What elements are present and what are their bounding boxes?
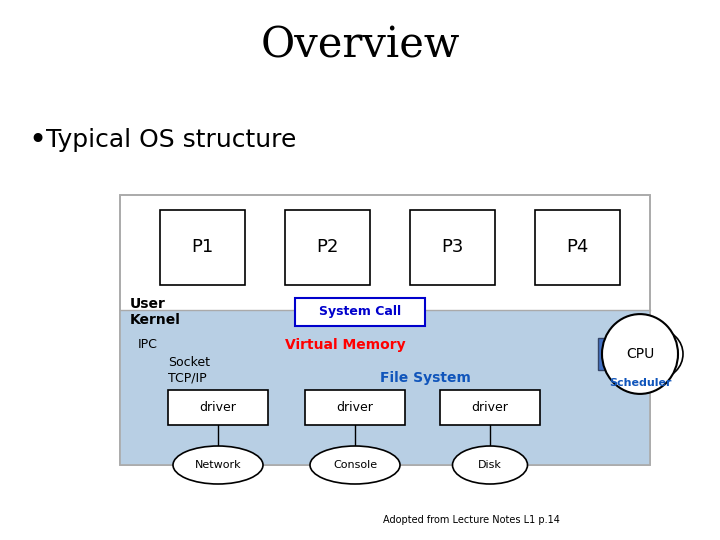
Text: Typical OS structure: Typical OS structure	[46, 128, 297, 152]
Text: Scheduler: Scheduler	[608, 378, 671, 388]
Text: TCP/IP: TCP/IP	[168, 372, 207, 384]
Ellipse shape	[602, 314, 678, 394]
Text: Kernel: Kernel	[130, 313, 181, 327]
Text: IPC: IPC	[138, 339, 158, 352]
Text: Adopted from Lecture Notes L1 p.14: Adopted from Lecture Notes L1 p.14	[383, 515, 560, 525]
Bar	[305, 390, 405, 425]
Text: Disk: Disk	[478, 460, 502, 470]
Ellipse shape	[635, 330, 683, 378]
Bar	[160, 210, 245, 285]
Bar	[120, 195, 650, 465]
Bar	[120, 310, 650, 465]
Ellipse shape	[452, 446, 528, 484]
Bar	[598, 338, 626, 370]
Text: driver: driver	[472, 401, 508, 414]
Bar	[440, 390, 540, 425]
Bar	[168, 390, 268, 425]
Bar	[295, 298, 425, 326]
Text: Network: Network	[194, 460, 241, 470]
Bar	[410, 210, 495, 285]
Bar	[622, 338, 650, 370]
Bar	[120, 195, 650, 465]
Text: Overview: Overview	[261, 24, 459, 66]
Text: Socket: Socket	[168, 355, 210, 368]
Text: P3: P3	[441, 239, 464, 256]
Text: Virtual Memory: Virtual Memory	[285, 338, 405, 352]
Text: P1: P1	[192, 239, 214, 256]
Text: P4: P4	[567, 239, 589, 256]
Text: •: •	[28, 125, 46, 154]
Text: driver: driver	[199, 401, 236, 414]
Text: driver: driver	[336, 401, 374, 414]
Bar	[285, 210, 370, 285]
Ellipse shape	[173, 446, 263, 484]
Text: System Call: System Call	[319, 306, 401, 319]
Text: User: User	[130, 297, 166, 311]
Text: File System: File System	[380, 371, 471, 385]
Text: Console: Console	[333, 460, 377, 470]
Ellipse shape	[310, 446, 400, 484]
Bar	[535, 210, 620, 285]
Text: CPU: CPU	[626, 347, 654, 361]
Text: P2: P2	[316, 239, 338, 256]
